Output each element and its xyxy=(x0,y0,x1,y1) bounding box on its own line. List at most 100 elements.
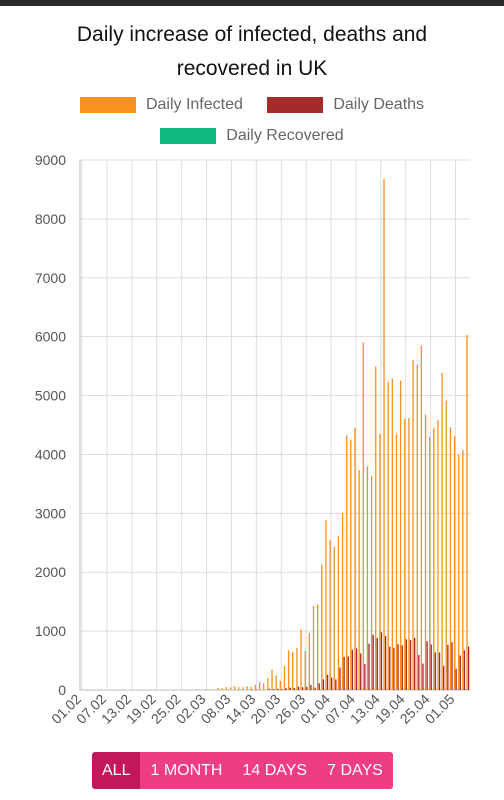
bar-infected xyxy=(391,378,393,690)
bar-infected xyxy=(437,420,439,690)
bar-infected xyxy=(395,434,398,690)
bar-infected xyxy=(433,427,435,690)
bar-deaths xyxy=(451,642,453,690)
bar-deaths xyxy=(326,674,329,690)
bar-infected xyxy=(441,372,443,690)
y-tick-label: 8000 xyxy=(35,211,66,227)
bar-deaths xyxy=(343,656,345,690)
bar-infected xyxy=(462,449,464,690)
bar-deaths xyxy=(459,655,461,690)
legend-swatch-infected xyxy=(79,97,136,113)
bar-infected xyxy=(366,466,369,690)
bar-deaths xyxy=(355,648,358,690)
bar-infected xyxy=(238,687,240,690)
bar-deaths xyxy=(322,679,325,690)
status-bar xyxy=(0,0,504,6)
bar-infected xyxy=(408,418,410,690)
bar-deaths xyxy=(268,688,271,690)
y-tick-label: 7000 xyxy=(35,270,66,286)
bar-infected xyxy=(399,380,402,690)
bar-infected xyxy=(362,342,364,690)
bar-infected xyxy=(358,470,360,690)
bar-infected xyxy=(304,650,306,690)
bar-infected xyxy=(221,688,223,690)
bar-infected xyxy=(316,604,319,690)
bar-deaths xyxy=(401,645,403,690)
bar-infected xyxy=(254,685,257,690)
bar-infected xyxy=(296,647,298,690)
bar-deaths xyxy=(364,664,366,690)
bar-infected xyxy=(453,436,456,690)
bar-infected xyxy=(300,629,302,690)
bar-infected xyxy=(213,689,215,690)
bar-infected xyxy=(229,687,232,690)
y-tick-label: 9000 xyxy=(35,152,66,168)
bar-deaths xyxy=(306,686,308,690)
bar-deaths xyxy=(443,665,445,690)
bar-infected xyxy=(404,418,406,690)
range-button-all[interactable]: ALL xyxy=(92,752,141,789)
bar-deaths xyxy=(413,637,416,690)
bar-deaths xyxy=(368,643,370,690)
y-tick-label: 3000 xyxy=(35,505,66,521)
bar-deaths xyxy=(426,641,428,690)
bar-deaths xyxy=(418,654,420,690)
bar-deaths xyxy=(293,688,295,690)
bar-deaths xyxy=(467,646,470,690)
bar-infected xyxy=(308,633,311,690)
y-tick-label: 0 xyxy=(58,682,66,698)
y-tick-label: 1000 xyxy=(35,623,66,639)
bar-infected xyxy=(258,682,261,690)
bar-deaths xyxy=(318,683,320,690)
range-button-7-days[interactable]: 7 DAYS xyxy=(317,752,393,789)
legend-item-recovered[interactable]: Daily Recovered xyxy=(160,127,344,145)
bar-deaths xyxy=(380,632,383,690)
bar-deaths xyxy=(409,640,412,690)
y-tick-label: 6000 xyxy=(35,329,66,345)
bar-deaths xyxy=(397,644,399,690)
bar-infected xyxy=(267,677,269,690)
bar-infected xyxy=(466,334,468,690)
range-button-14-days[interactable]: 14 DAYS xyxy=(232,752,318,789)
bar-deaths xyxy=(447,644,449,690)
legend-item-deaths[interactable]: Daily Deaths xyxy=(267,96,424,114)
bar-infected xyxy=(424,414,427,690)
y-tick-label: 4000 xyxy=(35,446,66,462)
legend-row: Daily Infected Daily Deaths xyxy=(0,96,504,118)
bar-deaths xyxy=(335,679,337,690)
bar-infected xyxy=(325,520,327,690)
range-selector: ALL 1 MONTH 14 DAYS 7 DAYS xyxy=(92,752,393,789)
bar-infected xyxy=(234,686,236,690)
legend-item-infected[interactable]: Daily Infected xyxy=(79,96,243,114)
bar-deaths xyxy=(256,689,258,690)
y-tick-label: 2000 xyxy=(35,564,66,580)
bar-infected xyxy=(383,178,385,690)
bar-infected xyxy=(242,687,244,690)
bar-deaths xyxy=(351,649,354,690)
bar-deaths xyxy=(285,688,287,690)
bar-infected xyxy=(283,666,286,690)
bar-infected xyxy=(337,535,340,690)
bar-deaths xyxy=(281,689,283,690)
bar-deaths xyxy=(347,656,349,690)
bar-deaths xyxy=(372,634,374,690)
legend-swatch-recovered xyxy=(160,128,217,144)
bar-deaths xyxy=(339,667,341,690)
range-button-1-month[interactable]: 1 MONTH xyxy=(140,752,233,789)
bar-infected xyxy=(333,546,335,690)
bar-deaths xyxy=(376,638,378,690)
bar-infected xyxy=(350,440,352,690)
bar-infected xyxy=(341,512,344,690)
bar-infected xyxy=(263,683,265,690)
bar-infected xyxy=(204,689,207,690)
bar-infected xyxy=(370,475,373,690)
bar-infected xyxy=(225,687,228,690)
bar-infected xyxy=(346,435,348,690)
bar-infected xyxy=(387,381,389,690)
bar-deaths xyxy=(384,635,387,690)
bar-deaths xyxy=(389,646,391,690)
bar-infected xyxy=(445,400,447,690)
bar-infected xyxy=(458,454,460,690)
bar-infected xyxy=(412,360,414,690)
bar-infected xyxy=(429,436,431,690)
